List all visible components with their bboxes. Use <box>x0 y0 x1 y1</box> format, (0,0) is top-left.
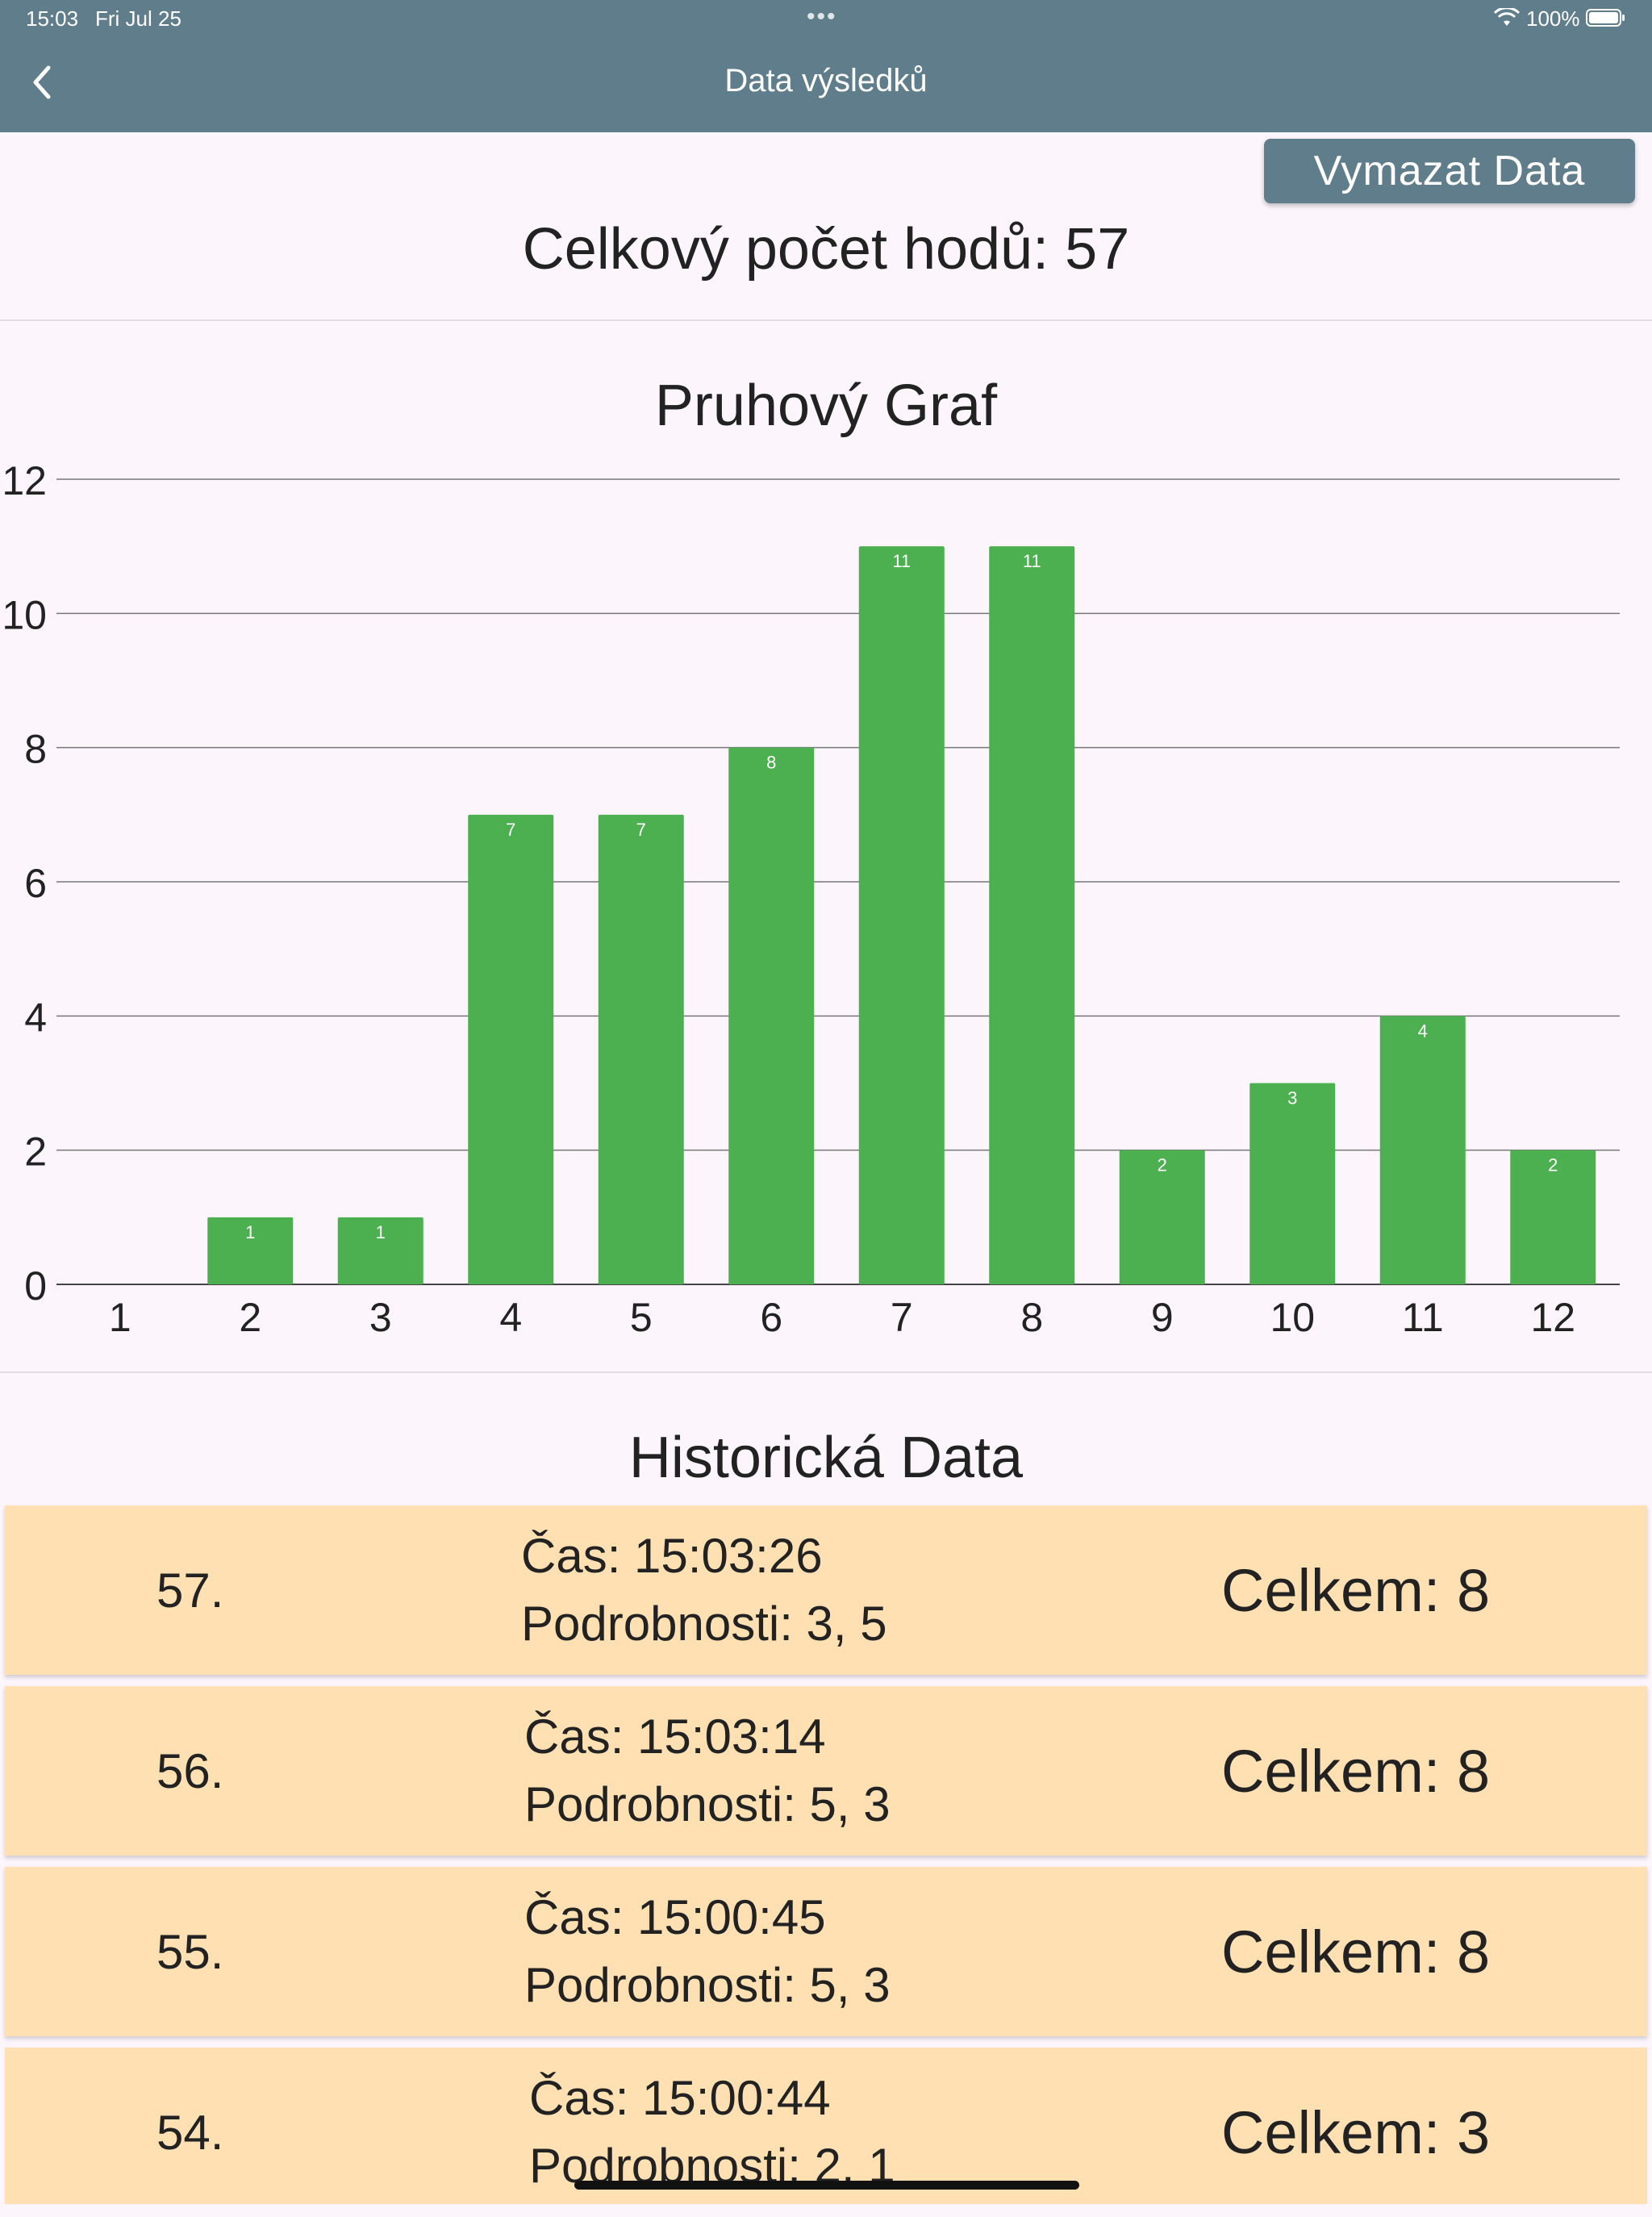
bar <box>728 747 815 1284</box>
bar-value-label: 11 <box>1023 551 1041 571</box>
x-tick-label: 3 <box>369 1295 392 1340</box>
bar <box>207 1217 294 1284</box>
bar <box>989 546 1075 1284</box>
x-tick-label: 11 <box>1402 1295 1444 1340</box>
bar <box>1379 1016 1466 1284</box>
back-chevron-icon[interactable] <box>24 63 63 102</box>
history-total: Celkem: 8 <box>1221 1918 1491 1985</box>
bar-value-label: 1 <box>376 1222 386 1242</box>
chart-title: Pruhový Graf <box>654 374 998 438</box>
bar-value-label: 2 <box>1158 1155 1167 1175</box>
history-total: Celkem: 3 <box>1221 2098 1491 2166</box>
bar-value-label: 2 <box>1548 1155 1558 1175</box>
status-date: Fri Jul 25 <box>95 6 181 31</box>
page-title: Data výsledků <box>724 63 928 98</box>
history-total: Celkem: 8 <box>1221 1737 1491 1805</box>
history-details: Podrobnosti: 5, 3 <box>524 1958 891 2012</box>
app-bar: 15:03 Fri Jul 25 ••• 100% Data výsledků <box>0 0 1652 132</box>
x-tick-label: 7 <box>891 1295 913 1340</box>
bar-value-label: 1 <box>245 1222 255 1242</box>
bar <box>598 814 684 1284</box>
total-throws-label: Celkový počet hodů: 57 <box>522 217 1130 282</box>
status-time: 15:03 <box>26 6 79 31</box>
wifi-icon <box>1494 8 1520 26</box>
y-tick-label: 4 <box>24 995 47 1040</box>
bar-value-label: 4 <box>1418 1021 1428 1041</box>
history-index: 55. <box>156 1924 224 1979</box>
battery-icon <box>1586 9 1625 27</box>
bar-value-label: 3 <box>1287 1088 1297 1108</box>
history-time: Čas: 15:03:14 <box>524 1710 826 1764</box>
divider <box>0 1372 1652 1373</box>
bar-value-label: 7 <box>636 820 646 840</box>
y-tick-label: 10 <box>2 592 47 637</box>
bar <box>1510 1150 1596 1284</box>
bar <box>468 814 554 1284</box>
x-tick-label: 12 <box>1530 1295 1575 1340</box>
history-row[interactable]: 55. Čas: 15:00:45 Podrobnosti: 5, 3 Celk… <box>5 1867 1647 2036</box>
x-tick-label: 4 <box>499 1295 522 1340</box>
x-tick-label: 6 <box>760 1295 782 1340</box>
history-details: Podrobnosti: 3, 5 <box>521 1597 887 1651</box>
history-details: Podrobnosti: 5, 3 <box>524 1777 891 1831</box>
bar <box>1249 1083 1336 1284</box>
history-index: 54. <box>156 2105 224 2160</box>
x-tick-label: 9 <box>1151 1295 1174 1340</box>
x-tick-label: 8 <box>1020 1295 1043 1340</box>
history-title: Historická Data <box>628 1426 1024 1490</box>
history-row[interactable]: 54. Čas: 15:00:44 Podrobnosti: 2, 1 Celk… <box>5 2048 1647 2204</box>
x-tick-label: 5 <box>630 1295 653 1340</box>
bar <box>1119 1150 1205 1284</box>
history-time: Čas: 15:00:44 <box>529 2071 831 2125</box>
y-tick-label: 12 <box>2 458 47 503</box>
history-time: Čas: 15:03:26 <box>521 1529 823 1583</box>
battery-percent: 100% <box>1526 6 1580 31</box>
y-tick-label: 8 <box>24 727 47 772</box>
y-tick-label: 6 <box>24 861 47 906</box>
bar <box>337 1217 423 1284</box>
y-tick-label: 2 <box>24 1129 47 1175</box>
multitask-dots[interactable]: ••• <box>807 3 837 30</box>
y-tick-label: 0 <box>24 1263 47 1309</box>
bar-value-label: 11 <box>892 551 911 571</box>
history-total: Celkem: 8 <box>1221 1556 1491 1624</box>
history-row[interactable]: 56. Čas: 15:03:14 Podrobnosti: 5, 3 Celk… <box>5 1686 1647 1856</box>
history-time: Čas: 15:00:45 <box>524 1890 826 1944</box>
bar-value-label: 8 <box>766 753 776 773</box>
divider <box>0 319 1652 321</box>
bar-value-label: 7 <box>506 820 515 840</box>
x-tick-label: 1 <box>109 1295 131 1340</box>
history-index: 57. <box>156 1563 224 1618</box>
x-tick-label: 10 <box>1270 1295 1315 1340</box>
clear-data-button[interactable]: Vymazat Data <box>1264 139 1635 203</box>
history-index: 56. <box>156 1743 224 1798</box>
history-row[interactable]: 57. Čas: 15:03:26 Podrobnosti: 3, 5 Celk… <box>5 1505 1647 1675</box>
home-indicator <box>574 2181 1079 2190</box>
bar <box>858 546 945 1284</box>
x-tick-label: 2 <box>239 1295 261 1340</box>
